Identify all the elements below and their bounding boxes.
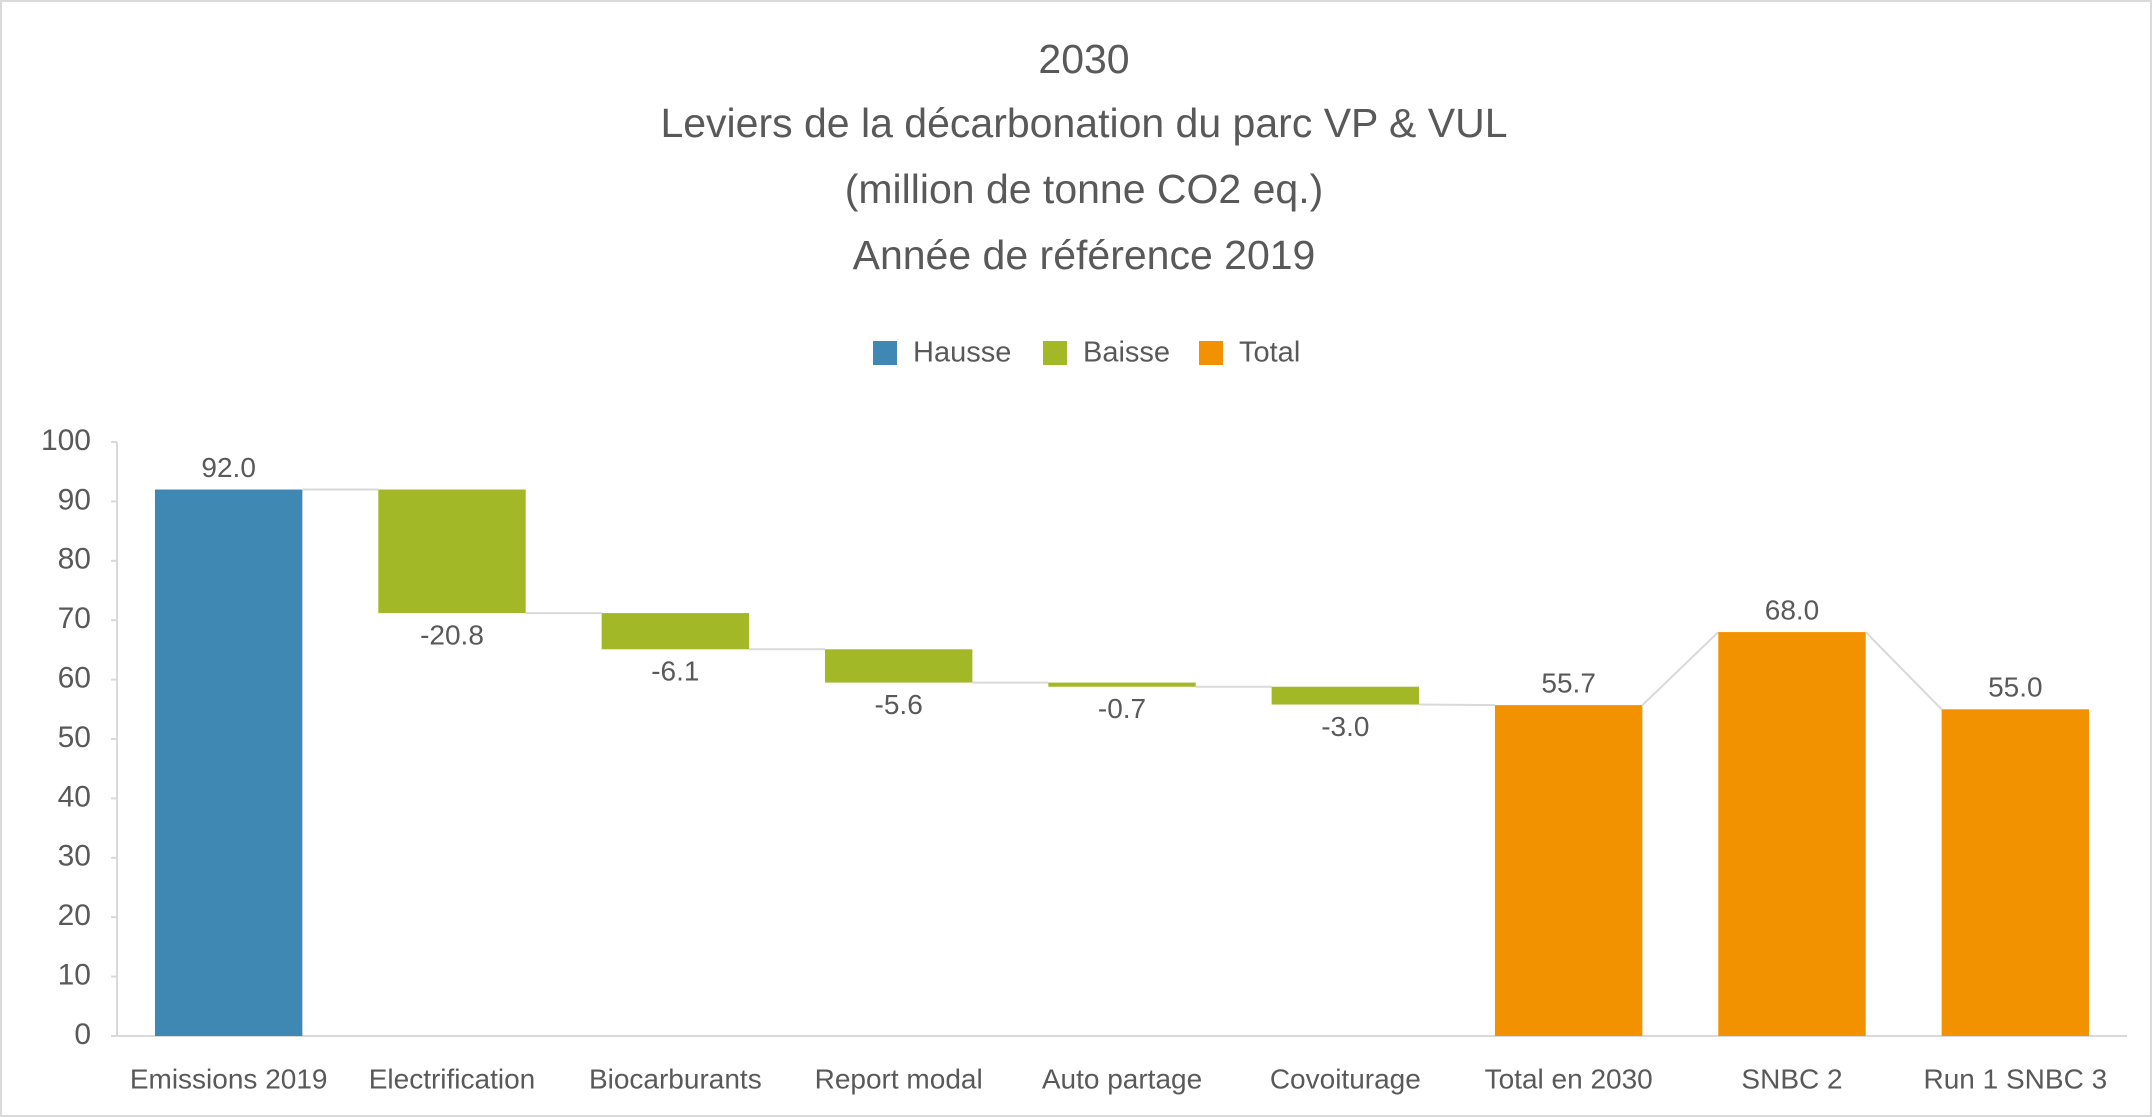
value-label: 55.7 [1541,668,1596,699]
x-tick-label: Report modal [815,1063,983,1094]
connector [1419,703,1495,707]
y-tick-label: 40 [58,780,91,813]
y-tick-label: 70 [58,602,91,635]
bar [1048,682,1196,687]
x-tick-label: Biocarburants [589,1063,762,1094]
x-tick-label: SNBC 2 [1741,1063,1842,1094]
y-tick-label: 0 [74,1018,91,1051]
y-tick-label: 80 [58,543,91,576]
value-label: 92.0 [201,452,256,483]
legend-label: Baisse [1083,337,1170,369]
y-tick-label: 20 [58,899,91,932]
connector [1641,631,1719,706]
legend-swatch [1199,341,1223,365]
y-tick-label: 60 [58,662,91,695]
legend-label: Hausse [913,337,1011,369]
x-tick-label: Total en 2030 [1485,1063,1653,1094]
bar [824,649,973,683]
bar [1271,686,1420,705]
y-tick-label: 100 [41,424,91,457]
value-label: 68.0 [1765,594,1820,625]
x-tick-label: Electrification [369,1063,536,1094]
value-label: -0.7 [1098,693,1146,724]
bar [154,489,303,1036]
x-tick-label: Auto partage [1042,1063,1202,1094]
legend-swatch [873,341,897,365]
chart-title: 2030 [1038,36,1129,82]
value-label: -6.1 [651,656,699,687]
bar [1494,705,1643,1036]
bar [1718,632,1866,1036]
legend-swatch [1043,341,1067,365]
value-label: 55.0 [1988,672,2043,703]
y-tick-label: 30 [58,840,91,873]
bar [1941,709,2090,1036]
chart-title: (million de tonne CO2 eq.) [845,166,1324,212]
y-tick-label: 90 [58,483,91,516]
legend-label: Total [1239,337,1300,369]
connector [1864,631,1943,711]
bar [378,489,526,614]
chart-title: Leviers de la décarbonation du parc VP &… [660,100,1507,146]
x-tick-label: Emissions 2019 [130,1063,328,1094]
value-label: -20.8 [420,619,484,650]
value-label: -3.0 [1321,711,1369,742]
chart-title: Année de référence 2019 [853,232,1316,278]
value-label: -5.6 [875,689,923,720]
y-tick-label: 50 [58,721,91,754]
x-tick-label: Covoiturage [1270,1063,1421,1094]
y-tick-label: 10 [58,959,91,992]
bar [601,613,750,650]
x-tick-label: Run 1 SNBC 3 [1924,1063,2108,1094]
